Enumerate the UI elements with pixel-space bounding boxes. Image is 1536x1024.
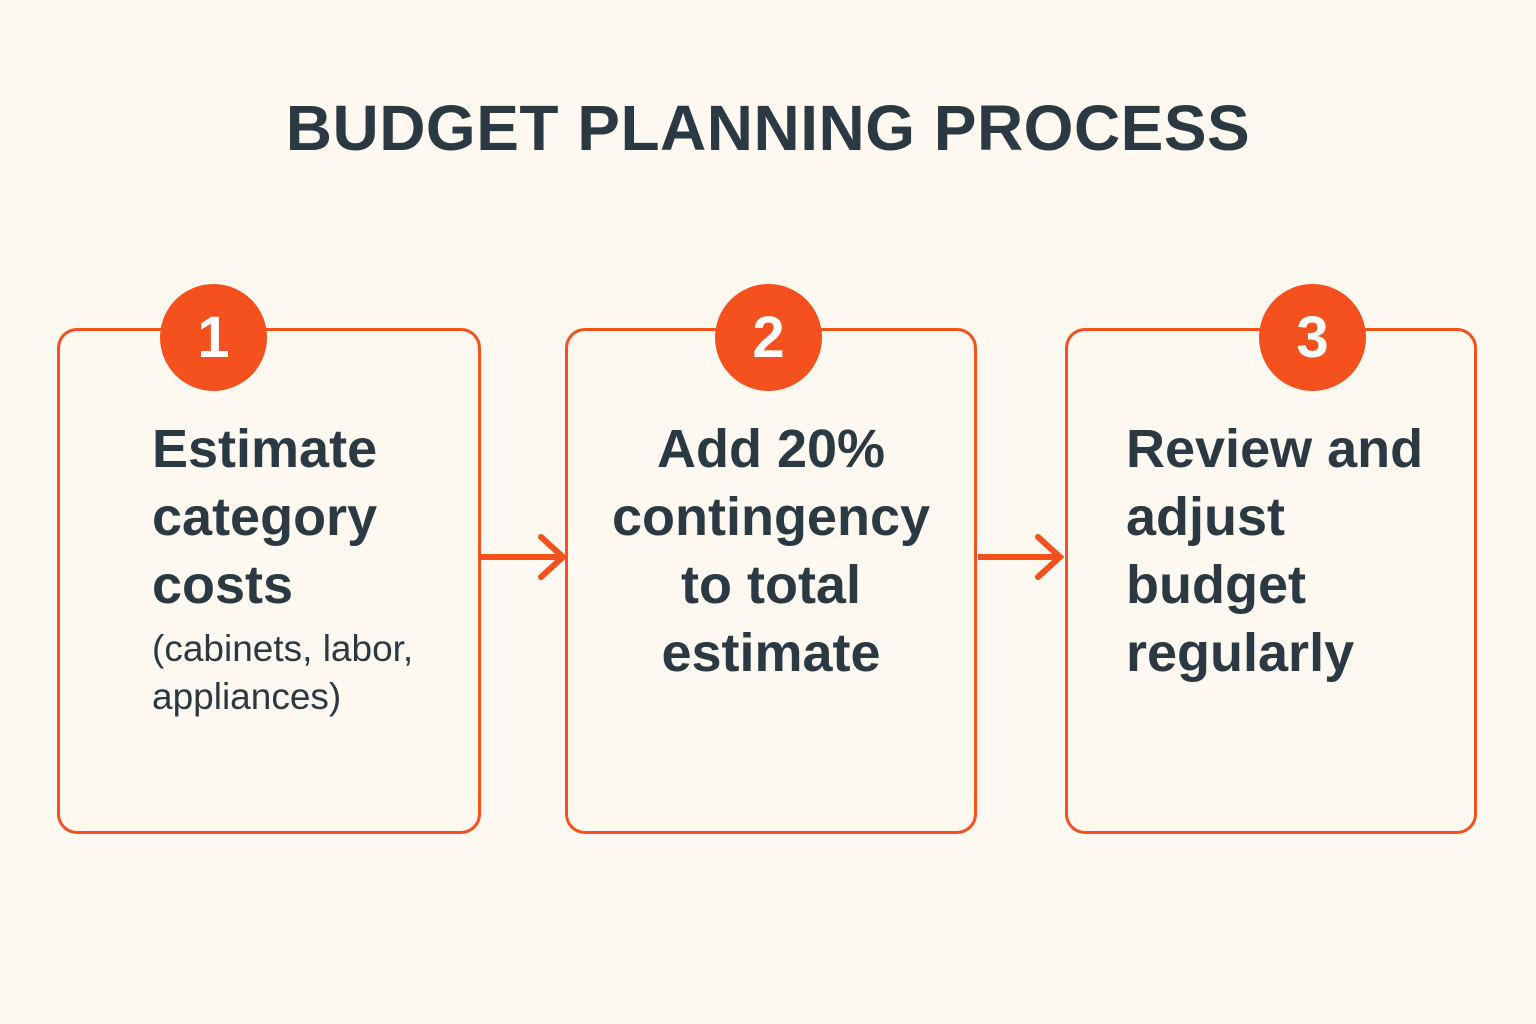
arrow-head-icon [538, 534, 568, 580]
step-3-number: 3 [1296, 304, 1329, 370]
arrow-step1-to-step2 [481, 534, 568, 580]
step-box-1: Estimate category costs (cabinets, labor… [57, 328, 481, 834]
step-box-3: Review and adjust budget regularly [1065, 328, 1477, 834]
step-2-main-text: Add 20% contingency to total estimate [611, 419, 931, 684]
step-2-text-block: Add 20% contingency to total estimate [568, 415, 974, 687]
arrow-step2-to-step3 [978, 534, 1065, 580]
step-3-text-block: Review and adjust budget regularly [1068, 415, 1474, 687]
step-1-number: 1 [197, 304, 230, 370]
arrow-head-icon [1035, 534, 1065, 580]
step-number-badge-3: 3 [1259, 284, 1366, 391]
step-1-main-text: Estimate category costs [152, 419, 378, 616]
page-title: BUDGET PLANNING PROCESS [285, 92, 1251, 164]
step-number-badge-2: 2 [715, 284, 822, 391]
step-1-text-block: Estimate category costs (cabinets, labor… [60, 415, 478, 721]
step-number-badge-1: 1 [160, 284, 267, 391]
step-1-sub-text: (cabinets, labor, appliances) [152, 628, 414, 718]
step-3-main-text: Review and adjust budget regularly [1126, 419, 1424, 684]
step-2-number: 2 [752, 304, 785, 370]
step-box-2: Add 20% contingency to total estimate [565, 328, 977, 834]
